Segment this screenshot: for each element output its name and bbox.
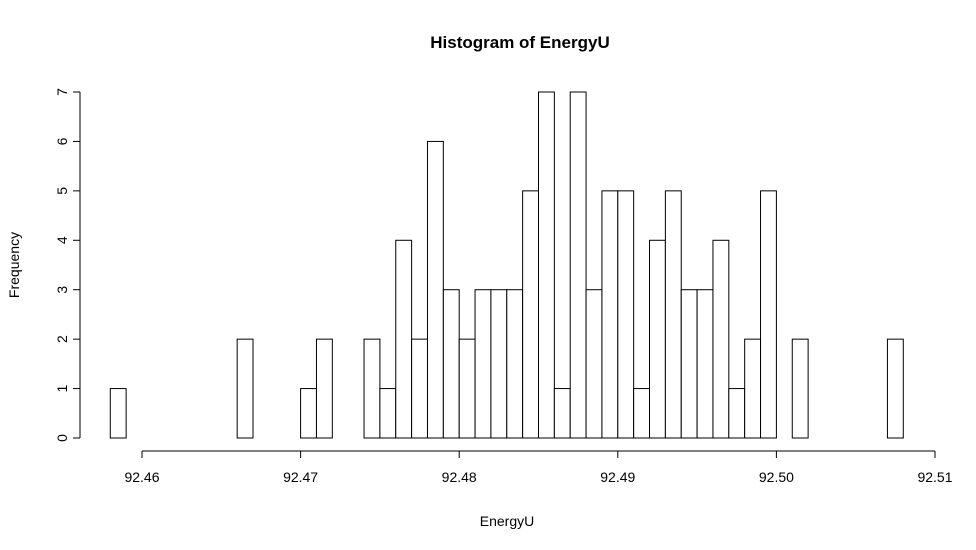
y-axis: 0 1 2 3 4 5 6 7 [54, 88, 81, 442]
histogram-bar [490, 289, 508, 439]
histogram-bar [474, 289, 492, 439]
histogram-bar [744, 338, 762, 439]
histogram-bar [569, 91, 587, 439]
histogram-bar [886, 338, 904, 439]
x-tick-label: 92.51 [917, 469, 952, 485]
histogram-bar [236, 338, 254, 439]
y-tick-label: 3 [54, 286, 70, 294]
histogram-bar [109, 388, 127, 439]
histogram-bar [538, 91, 555, 439]
x-tick-label: 92.49 [600, 469, 635, 485]
histogram-bar [760, 190, 777, 439]
x-axis-label: EnergyU [480, 513, 534, 529]
histogram-bar [522, 190, 540, 439]
histogram-bar [617, 190, 635, 439]
y-tick-label: 4 [54, 236, 70, 244]
histogram-bar [300, 388, 317, 439]
histogram-bar [458, 338, 476, 439]
x-tick-label: 92.48 [442, 469, 477, 485]
histogram-bar [553, 388, 571, 439]
histogram-bar [712, 239, 730, 439]
y-tick-label: 1 [54, 384, 70, 392]
histogram-bar [506, 289, 524, 439]
histogram-bar [363, 338, 381, 439]
x-tick-label: 92.50 [759, 469, 794, 485]
x-tick-label: 92.47 [283, 469, 318, 485]
y-tick-label: 7 [54, 88, 70, 96]
histogram-bar [585, 289, 603, 439]
x-axis: 92.46 92.47 92.48 92.49 92.50 92.51 [124, 450, 953, 485]
x-tick-label: 92.46 [124, 469, 159, 485]
histogram-bar [395, 239, 413, 439]
y-axis-label: Frequency [6, 232, 22, 298]
y-tick-label: 2 [54, 335, 70, 343]
histogram-bar [315, 338, 333, 439]
histogram-bar [442, 289, 460, 439]
chart-title: Histogram of EnergyU [430, 33, 609, 52]
histogram-bar [680, 289, 698, 439]
histogram-bar [426, 140, 444, 439]
histogram-bar [379, 388, 397, 439]
histogram-bar [696, 289, 714, 439]
histogram-bar [664, 190, 682, 439]
histogram-bar [791, 338, 809, 439]
histogram-bar [728, 388, 746, 439]
bars-group [109, 91, 904, 439]
histogram-bar [649, 239, 666, 439]
histogram-bar [633, 388, 651, 439]
y-tick-label: 5 [54, 187, 70, 195]
y-tick-label: 6 [54, 137, 70, 145]
histogram-bar [411, 338, 428, 439]
y-tick-label: 0 [54, 434, 70, 442]
histogram-bar [601, 190, 619, 439]
